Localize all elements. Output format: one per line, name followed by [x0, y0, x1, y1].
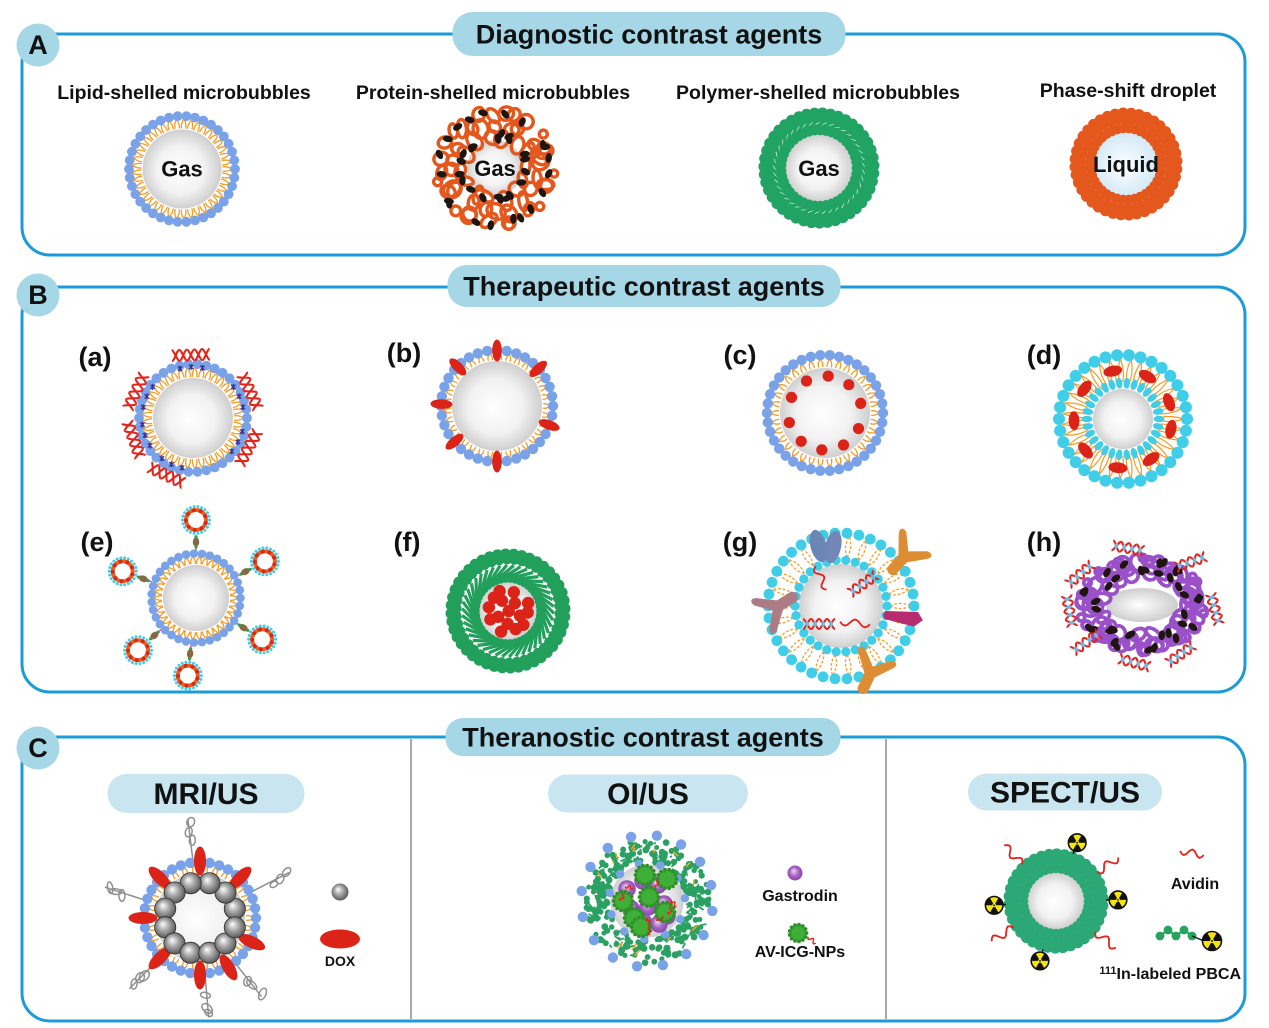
svg-text:(d): (d)	[1027, 340, 1061, 370]
svg-text:Gas: Gas	[798, 156, 840, 181]
svg-text:(b): (b)	[387, 338, 421, 368]
svg-text:Lipid-shelled microbubbles: Lipid-shelled microbubbles	[57, 82, 311, 104]
svg-text:Liquid: Liquid	[1093, 152, 1159, 177]
svg-text:111In-labeled PBCA: 111In-labeled PBCA	[1099, 965, 1241, 983]
svg-text:(e): (e)	[81, 527, 114, 557]
svg-text:Theranostic contrast agents: Theranostic contrast agents	[462, 723, 824, 753]
svg-text:DOX: DOX	[325, 953, 356, 969]
svg-text:Gastrodin: Gastrodin	[762, 888, 838, 905]
svg-text:AV-ICG-NPs: AV-ICG-NPs	[755, 944, 845, 961]
svg-text:Protein-shelled microbubbles: Protein-shelled microbubbles	[356, 82, 630, 104]
svg-text:Gas: Gas	[161, 157, 203, 182]
svg-text:SPECT/US: SPECT/US	[990, 777, 1140, 810]
svg-text:Polymer-shelled microbubbles: Polymer-shelled microbubbles	[676, 82, 960, 104]
svg-text:Avidin: Avidin	[1171, 876, 1219, 893]
svg-text:(a): (a)	[79, 342, 112, 372]
svg-text:Diagnostic contrast agents: Diagnostic contrast agents	[476, 20, 823, 50]
svg-text:A: A	[28, 30, 48, 60]
svg-text:(g): (g)	[723, 527, 757, 557]
svg-text:B: B	[28, 280, 48, 310]
svg-text:MRI/US: MRI/US	[154, 778, 259, 811]
svg-text:Therapeutic contrast agents: Therapeutic contrast agents	[463, 271, 825, 301]
svg-text:OI/US: OI/US	[607, 778, 689, 811]
svg-text:(h): (h)	[1027, 527, 1061, 557]
svg-text:C: C	[28, 733, 48, 763]
svg-text:Gas: Gas	[474, 156, 516, 181]
svg-text:(f): (f)	[394, 527, 421, 557]
svg-text:Phase-shift droplet: Phase-shift droplet	[1040, 80, 1217, 102]
svg-text:(c): (c)	[724, 340, 757, 370]
